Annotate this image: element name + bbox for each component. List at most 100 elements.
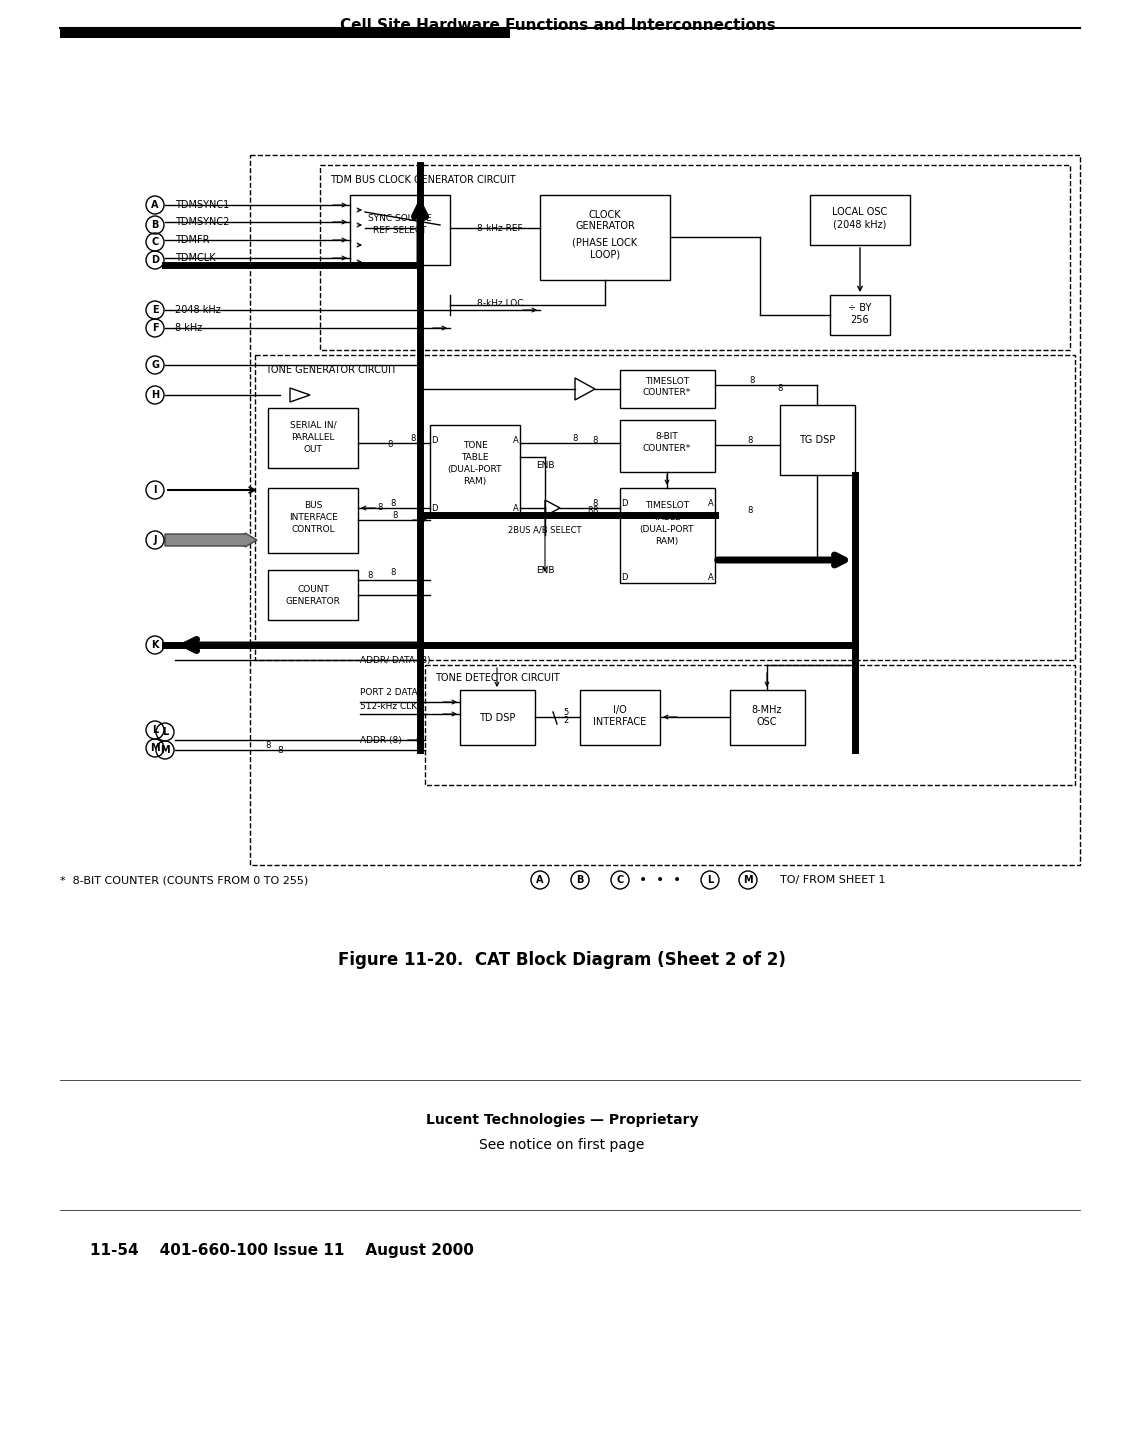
Text: PORT 2 DATA: PORT 2 DATA — [360, 688, 417, 696]
Text: PARALLEL: PARALLEL — [291, 432, 335, 442]
Text: H: H — [151, 390, 159, 400]
Text: A: A — [708, 572, 714, 582]
Text: D: D — [621, 572, 628, 582]
Text: 11-54    401-660-100 Issue 11    August 2000: 11-54 401-660-100 Issue 11 August 2000 — [90, 1243, 474, 1257]
Text: REF SELECT: REF SELECT — [374, 226, 426, 235]
Bar — [319, 164, 1070, 350]
Text: L: L — [162, 726, 168, 736]
Bar — [620, 420, 716, 472]
Text: 8: 8 — [592, 505, 597, 515]
Text: C: C — [616, 875, 623, 885]
Text: See notice on first page: See notice on first page — [479, 1138, 645, 1153]
Text: L: L — [706, 875, 713, 885]
Text: G: G — [151, 360, 159, 370]
Text: TDMSYNC1: TDMSYNC1 — [176, 200, 230, 210]
Bar — [60, 29, 510, 39]
Text: 8: 8 — [573, 433, 578, 442]
Bar — [268, 571, 358, 621]
Text: TDMSYNC2: TDMSYNC2 — [176, 217, 230, 227]
Text: 8: 8 — [749, 376, 755, 385]
Text: 8-BIT: 8-BIT — [656, 432, 678, 440]
Text: A: A — [513, 436, 519, 445]
Text: 8: 8 — [592, 436, 597, 445]
Text: 8-MHz: 8-MHz — [752, 705, 782, 715]
Text: 8: 8 — [277, 745, 282, 755]
Text: LOCAL OSC: LOCAL OSC — [832, 207, 888, 217]
Text: TD DSP: TD DSP — [479, 714, 515, 724]
Bar — [430, 425, 520, 515]
Text: M: M — [744, 875, 753, 885]
Text: TONE: TONE — [462, 440, 487, 449]
Text: CONTROL: CONTROL — [291, 525, 335, 533]
Text: D: D — [621, 499, 628, 508]
Text: 8: 8 — [367, 571, 372, 579]
Text: RAM): RAM) — [656, 536, 678, 545]
FancyArrow shape — [165, 533, 256, 548]
Text: D: D — [151, 255, 159, 265]
Text: TONE GENERATOR CIRCUIT: TONE GENERATOR CIRCUIT — [266, 365, 397, 375]
Text: B: B — [152, 220, 159, 230]
Text: 256: 256 — [850, 315, 870, 325]
Text: 8: 8 — [390, 499, 396, 508]
Text: E: E — [152, 305, 159, 315]
Text: J: J — [153, 535, 156, 545]
Text: K: K — [151, 641, 159, 651]
Text: SYNC SOURCE: SYNC SOURCE — [368, 213, 432, 223]
Bar — [255, 355, 1076, 661]
Text: L: L — [152, 725, 159, 735]
Text: TIMESLOT: TIMESLOT — [645, 500, 688, 509]
Text: TDMFR: TDMFR — [176, 235, 209, 245]
Text: 2BUS A/B SELECT: 2BUS A/B SELECT — [508, 525, 582, 535]
Text: TDMCLK: TDMCLK — [176, 253, 216, 263]
Text: 8: 8 — [411, 433, 416, 442]
Text: 2: 2 — [564, 715, 568, 725]
Text: BUS: BUS — [304, 500, 322, 509]
Text: LOOP): LOOP) — [590, 249, 620, 259]
Text: Figure 11-20.  CAT Block Diagram (Sheet 2 of 2): Figure 11-20. CAT Block Diagram (Sheet 2… — [338, 951, 786, 970]
Text: 5: 5 — [564, 708, 568, 716]
Text: TABLE: TABLE — [461, 452, 488, 462]
Text: •  •  •: • • • — [639, 872, 681, 887]
Text: 8: 8 — [390, 568, 396, 576]
Bar — [540, 194, 670, 280]
Text: 8: 8 — [747, 505, 753, 515]
Text: 8: 8 — [266, 741, 271, 749]
Text: A: A — [708, 499, 714, 508]
Text: 8: 8 — [592, 499, 597, 508]
Text: B: B — [576, 875, 584, 885]
Bar — [350, 194, 450, 265]
Text: TABLE: TABLE — [654, 512, 681, 522]
Text: COUNT: COUNT — [297, 585, 328, 593]
Text: (DUAL-PORT: (DUAL-PORT — [448, 465, 502, 473]
Text: ÷ BY: ÷ BY — [848, 303, 872, 313]
Bar — [425, 665, 1076, 785]
Text: 8 kHz: 8 kHz — [176, 323, 202, 333]
Text: ENB: ENB — [536, 460, 555, 469]
Bar — [810, 194, 910, 245]
Text: 8: 8 — [393, 511, 398, 519]
Text: INTERFACE: INTERFACE — [593, 716, 647, 726]
Text: ADDR (8): ADDR (8) — [360, 735, 402, 745]
Text: I/O: I/O — [613, 705, 627, 715]
Text: 512-kHz CLK: 512-kHz CLK — [360, 702, 417, 711]
Text: OUT: OUT — [304, 445, 323, 453]
Text: ENB: ENB — [536, 565, 555, 575]
Text: (PHASE LOCK: (PHASE LOCK — [573, 237, 638, 247]
Text: 8: 8 — [747, 436, 753, 445]
Text: A: A — [151, 200, 159, 210]
Text: D: D — [431, 503, 438, 512]
Text: TDM BUS CLOCK GENERATOR CIRCUIT: TDM BUS CLOCK GENERATOR CIRCUIT — [330, 174, 515, 184]
Text: TONE DETECTOR CIRCUIT: TONE DETECTOR CIRCUIT — [435, 674, 560, 684]
Bar — [830, 295, 890, 335]
Bar — [620, 370, 716, 408]
Bar — [268, 488, 358, 553]
Text: 8: 8 — [387, 439, 393, 449]
Text: RAM): RAM) — [464, 476, 487, 486]
Bar — [460, 691, 536, 745]
Bar — [250, 154, 1080, 865]
Text: COUNTER*: COUNTER* — [642, 388, 691, 396]
Bar — [620, 488, 716, 583]
Text: GENERATOR: GENERATOR — [575, 222, 634, 232]
Text: INTERFACE: INTERFACE — [289, 512, 338, 522]
Text: (2048 kHz): (2048 kHz) — [834, 219, 886, 229]
